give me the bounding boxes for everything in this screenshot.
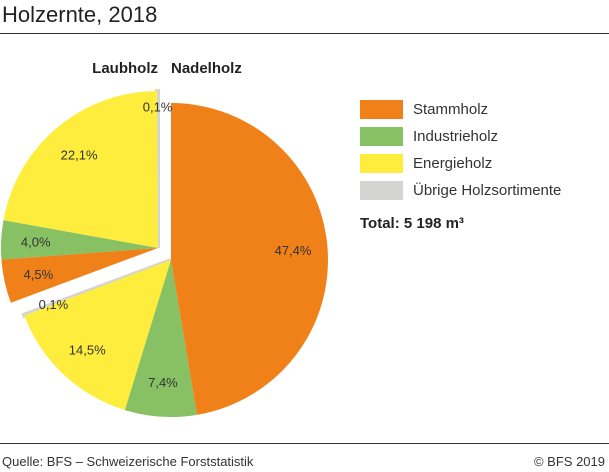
group-label-nadelholz: Nadelholz [171, 60, 242, 77]
slice-label: 47,4% [275, 243, 312, 258]
slice-label: 4,0% [21, 235, 51, 250]
legend: Stammholz Industrieholz Energieholz Übri… [360, 96, 561, 204]
legend-swatch [360, 127, 403, 146]
legend-item-uebrige: Übrige Holzsortimente [360, 177, 561, 204]
slice-label: 4,5% [24, 267, 54, 282]
legend-item-industrieholz: Industrieholz [360, 123, 561, 150]
copyright: © BFS 2019 [533, 454, 605, 469]
pie-slice-laubholz-übrige [155, 88, 160, 249]
legend-swatch [360, 154, 403, 173]
slice-label: 14,5% [69, 342, 106, 357]
slice-label: 0,1% [39, 297, 69, 312]
legend-item-energieholz: Energieholz [360, 150, 561, 177]
chart-title: Holzernte, 2018 [2, 2, 158, 27]
top-divider [0, 33, 609, 34]
source-note: Quelle: BFS – Schweizerische Forststatis… [2, 454, 254, 469]
pie-slice-nadelholz-übrige [21, 258, 172, 319]
slice-label: 22,1% [61, 147, 98, 162]
legend-swatch [360, 181, 403, 200]
slice-label: 7,4% [148, 375, 178, 390]
pie-slice-laubholz-stammholz [1, 248, 158, 303]
bottom-divider [0, 443, 609, 444]
pie-slice-laubholz-energieholz [3, 91, 159, 249]
legend-swatch [360, 100, 403, 119]
total-label: Total: 5 198 m³ [360, 215, 464, 232]
pie-slice-laubholz-industrieholz [1, 220, 159, 260]
slice-label: 0,1% [143, 100, 173, 115]
group-label-laubholz: Laubholz [92, 60, 158, 77]
pie-slice-nadelholz-energieholz [24, 260, 171, 411]
pie-slice-nadelholz-stammholz [171, 103, 329, 415]
pie-slice-nadelholz-industrieholz [124, 260, 197, 417]
legend-item-stammholz: Stammholz [360, 96, 561, 123]
